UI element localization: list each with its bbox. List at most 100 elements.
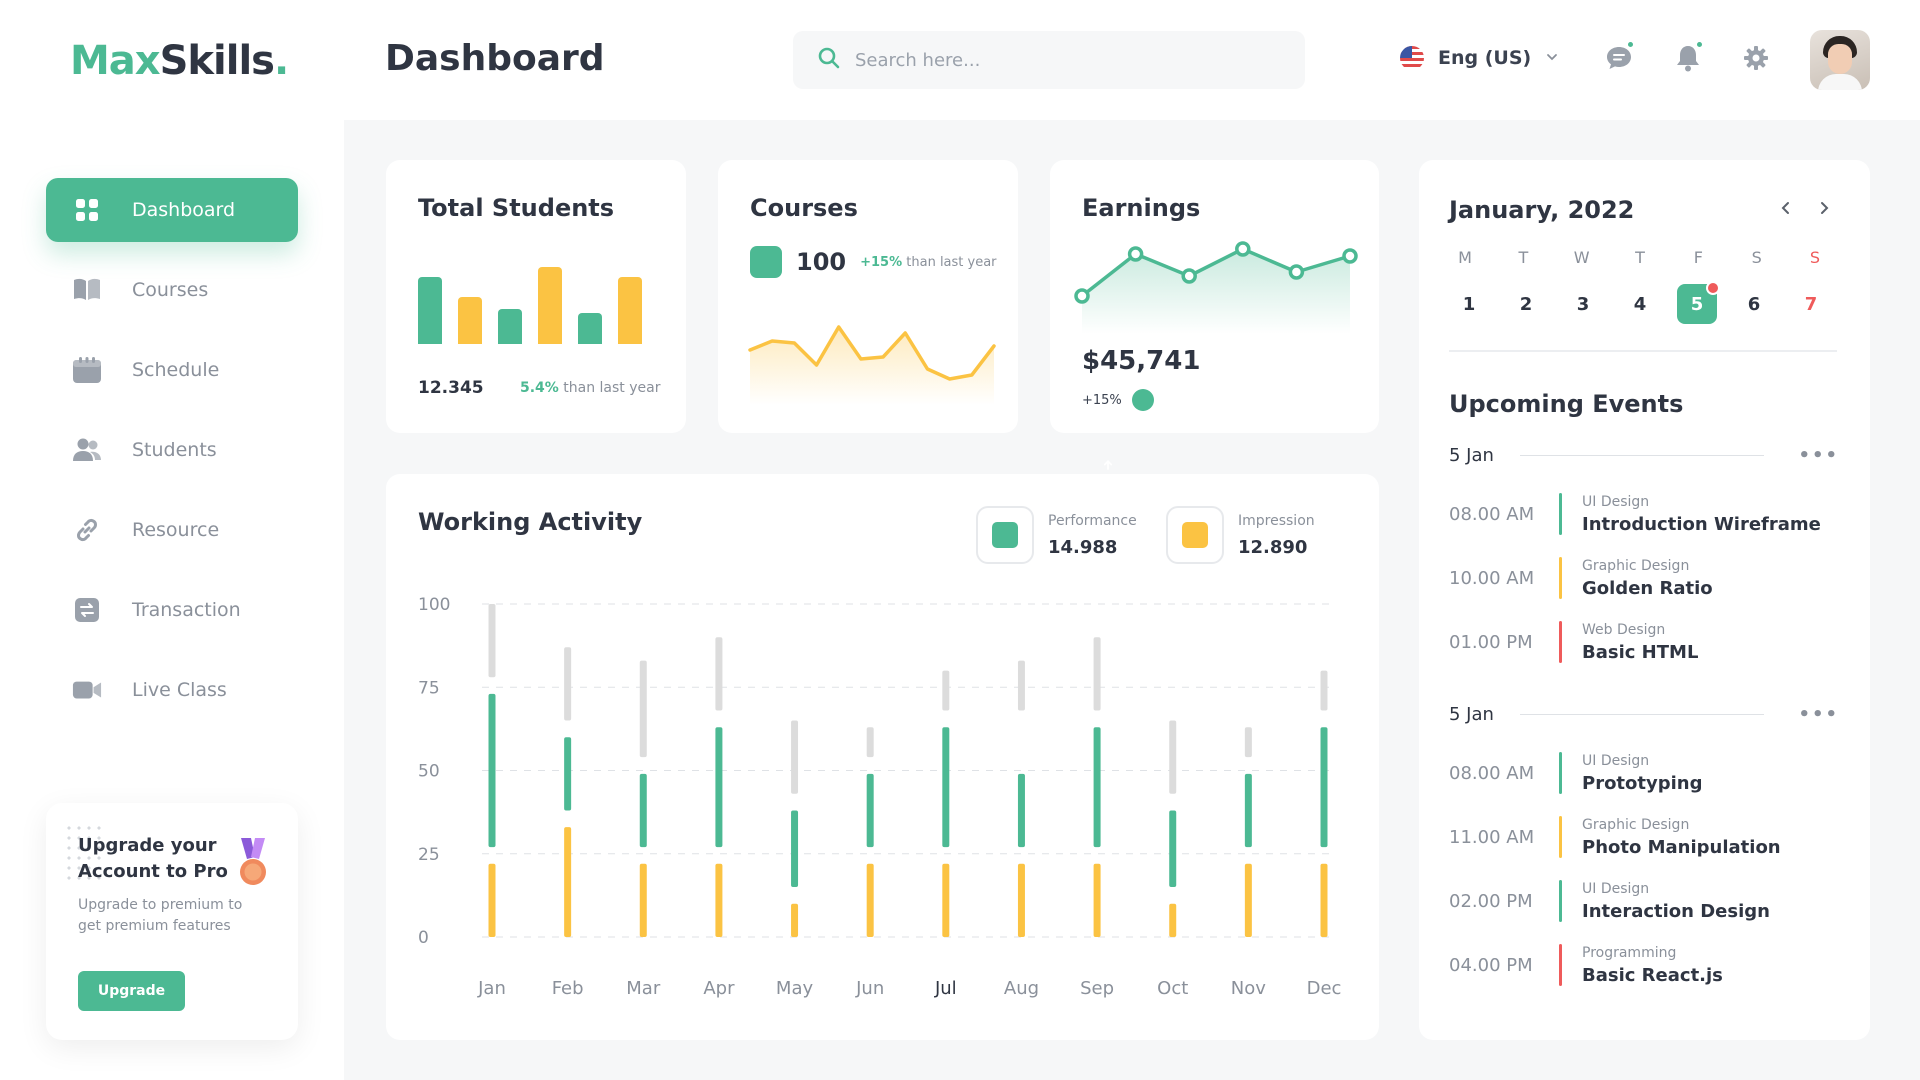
event-item[interactable]: 01.00 PM Web Design Basic HTML (1449, 610, 1839, 674)
event-item[interactable]: 08.00 AM UI Design Prototyping (1449, 741, 1839, 805)
activity-bar-segment (791, 903, 799, 937)
weekday-row: M T W T F S S (1449, 248, 1831, 267)
activity-bar-segment (866, 773, 874, 848)
weekday-label: F (1693, 248, 1703, 267)
language-label: Eng (US) (1438, 47, 1532, 69)
arrow-up-icon (1103, 389, 1154, 470)
sidebar-item-label: Schedule (132, 359, 220, 381)
more-options-icon[interactable]: ••• (1798, 703, 1839, 725)
activity-bar-segment (488, 863, 496, 937)
students-count: 12.345 (418, 378, 484, 398)
sidebar-item-students[interactable]: Students (46, 418, 298, 482)
activity-bar-segment (639, 863, 647, 937)
calendar-day[interactable]: 7 (1804, 293, 1818, 315)
event-color-bar (1559, 621, 1562, 663)
event-time: 08.00 AM (1449, 503, 1535, 525)
impression-kpi[interactable]: Impression 12.890 (1166, 506, 1315, 635)
upgrade-card: Upgrade your Account to Pro Upgrade to p… (46, 803, 298, 1040)
activity-bar-segment (1244, 727, 1252, 758)
grid-icon (72, 195, 102, 225)
event-title: Introduction Wireframe (1582, 513, 1821, 535)
x-tick-label: Apr (703, 978, 735, 999)
decorative-dots (64, 823, 104, 883)
activity-bar-segment (942, 670, 950, 711)
settings-button[interactable] (1740, 44, 1772, 76)
sidebar-item-courses[interactable]: Courses (46, 258, 298, 322)
x-tick-label: Mar (626, 978, 661, 999)
event-color-bar (1559, 816, 1562, 858)
upgrade-title: Upgrade your Account to Pro (78, 835, 228, 882)
event-item[interactable]: 08.00 AM UI Design Introduction Wireframe (1449, 482, 1839, 546)
activity-bar-segment (564, 737, 572, 811)
event-color-bar (1559, 880, 1562, 922)
event-time: 11.00 AM (1449, 826, 1535, 848)
courses-change-text: than last year (906, 254, 997, 270)
courses-line (748, 325, 996, 381)
performance-value: 14.988 (1048, 536, 1118, 558)
event-group-date: 5 Jan (1449, 445, 1494, 466)
event-group-date: 5 Jan (1449, 704, 1494, 725)
event-category: UI Design (1582, 493, 1650, 510)
students-bar (578, 313, 602, 344)
event-title: Basic React.js (1582, 964, 1723, 986)
avatar-body (1818, 74, 1862, 90)
earnings-point (1181, 268, 1197, 284)
calendar-day-today[interactable]: 5 (1677, 281, 1720, 324)
impression-value: 12.890 (1238, 536, 1308, 558)
notification-dot (1695, 40, 1704, 49)
sidebar-item-live-class[interactable]: Live Class (46, 658, 298, 722)
chevron-left-icon[interactable] (1780, 200, 1792, 220)
transfer-icon (72, 595, 102, 625)
activity-bar-segment (488, 604, 496, 678)
calendar-day[interactable]: 3 (1576, 293, 1590, 315)
event-color-bar (1559, 752, 1562, 794)
calendar-day[interactable]: 1 (1462, 293, 1476, 315)
calendar-day[interactable]: 4 (1633, 293, 1647, 315)
day-row: 1 2 3 4 5 6 7 (1449, 281, 1831, 324)
students-change-text: than last year (563, 380, 661, 396)
event-title: Golden Ratio (1582, 577, 1713, 599)
messages-button[interactable] (1603, 40, 1635, 76)
more-options-icon[interactable]: ••• (1798, 444, 1839, 466)
event-time: 04.00 PM (1449, 954, 1533, 976)
calendar-day[interactable]: 6 (1747, 293, 1761, 315)
x-tick-label: Oct (1157, 978, 1188, 999)
upgrade-button[interactable]: Upgrade (78, 971, 185, 1011)
event-group: 5 Jan ••• 08.00 AM UI Design Introduction… (1449, 445, 1839, 674)
event-category: Programming (1582, 944, 1677, 961)
calendar-navigation (1780, 200, 1830, 220)
weekday-label: S (1751, 248, 1762, 267)
students-change: 5.4% than last year (520, 380, 660, 396)
performance-kpi[interactable]: Performance 14.988 (976, 506, 1137, 635)
weekday-label: W (1573, 248, 1590, 267)
calendar-day[interactable]: 2 (1519, 293, 1533, 315)
chevron-right-icon[interactable] (1818, 200, 1830, 220)
earnings-line (1080, 247, 1351, 298)
event-item[interactable]: 04.00 PM Programming Basic React.js (1449, 933, 1839, 997)
impression-label: Impression (1238, 512, 1315, 529)
activity-bar-segment (1320, 670, 1328, 711)
event-color-bar (1559, 557, 1562, 599)
sidebar-item-schedule[interactable]: Schedule (46, 338, 298, 402)
notifications-button[interactable] (1672, 40, 1704, 76)
book-icon (72, 275, 102, 305)
total-students-card: Total Students 12.345 5.4% than last yea… (386, 160, 686, 433)
brand-name-part2: Skills (159, 38, 275, 84)
sidebar-item-transaction[interactable]: Transaction (46, 578, 298, 642)
working-activity-card: Working Activity Performance 14.988 Impr… (386, 474, 1379, 1040)
sidebar-item-resource[interactable]: Resource (46, 498, 298, 562)
user-avatar[interactable] (1810, 30, 1870, 90)
event-category: Graphic Design (1582, 557, 1690, 574)
activity-bar-segment (942, 863, 950, 937)
users-icon (72, 435, 102, 465)
event-category: UI Design (1582, 752, 1650, 769)
event-item[interactable]: 10.00 AM Graphic Design Golden Ratio (1449, 546, 1839, 610)
event-item[interactable]: 02.00 PM UI Design Interaction Design (1449, 869, 1839, 933)
event-item[interactable]: 11.00 AM Graphic Design Photo Manipulatio… (1449, 805, 1839, 869)
language-selector[interactable]: Eng (US) (1400, 46, 1559, 70)
sidebar-item-dashboard[interactable]: Dashboard (46, 178, 298, 242)
search-bar[interactable] (793, 31, 1305, 89)
brand-logo[interactable]: MaxSkills. (70, 38, 289, 84)
search-input[interactable] (855, 49, 1255, 71)
activity-bar-segment (1093, 863, 1101, 937)
